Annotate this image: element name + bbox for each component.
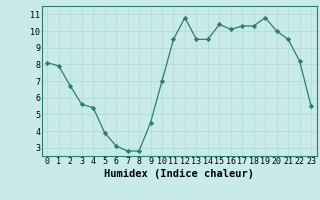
X-axis label: Humidex (Indice chaleur): Humidex (Indice chaleur): [104, 169, 254, 179]
